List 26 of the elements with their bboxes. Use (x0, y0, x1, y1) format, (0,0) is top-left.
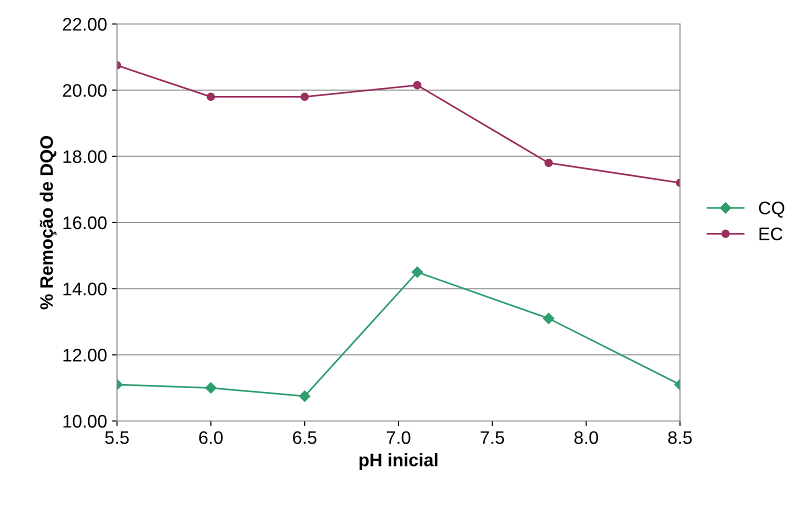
y-tick-label: 16.00 (63, 216, 107, 230)
point (543, 312, 554, 324)
point (544, 158, 553, 168)
x-axis-title: pH inicial (360, 453, 438, 470)
x-tick-label: 6.5 (293, 431, 316, 444)
point (413, 81, 422, 90)
point (300, 92, 309, 101)
point (412, 266, 423, 278)
legend-label: EC (760, 227, 782, 240)
y-tick-label: 10.00 (63, 414, 107, 428)
y-tick-label: 18.00 (63, 150, 107, 164)
x-tick-label: 8.0 (574, 431, 598, 444)
x-tick-label: 8.5 (668, 431, 692, 444)
y-tick-label: 22.00 (63, 18, 107, 31)
y-tick-label: 20.00 (63, 84, 107, 97)
y-tick-label: 14.00 (63, 282, 107, 296)
point (206, 92, 215, 101)
legend-label: CQ (758, 202, 784, 218)
y-axis-title: % Remoção de DQO (40, 136, 57, 310)
point (299, 390, 310, 402)
y-tick-label: 12.00 (63, 348, 107, 362)
x-tick-label: 5.5 (105, 431, 129, 444)
x-tick-label: 6.0 (199, 431, 223, 444)
x-tick-label: 7.5 (480, 431, 504, 444)
point (205, 382, 216, 394)
x-tick-label: 7.0 (386, 431, 410, 444)
